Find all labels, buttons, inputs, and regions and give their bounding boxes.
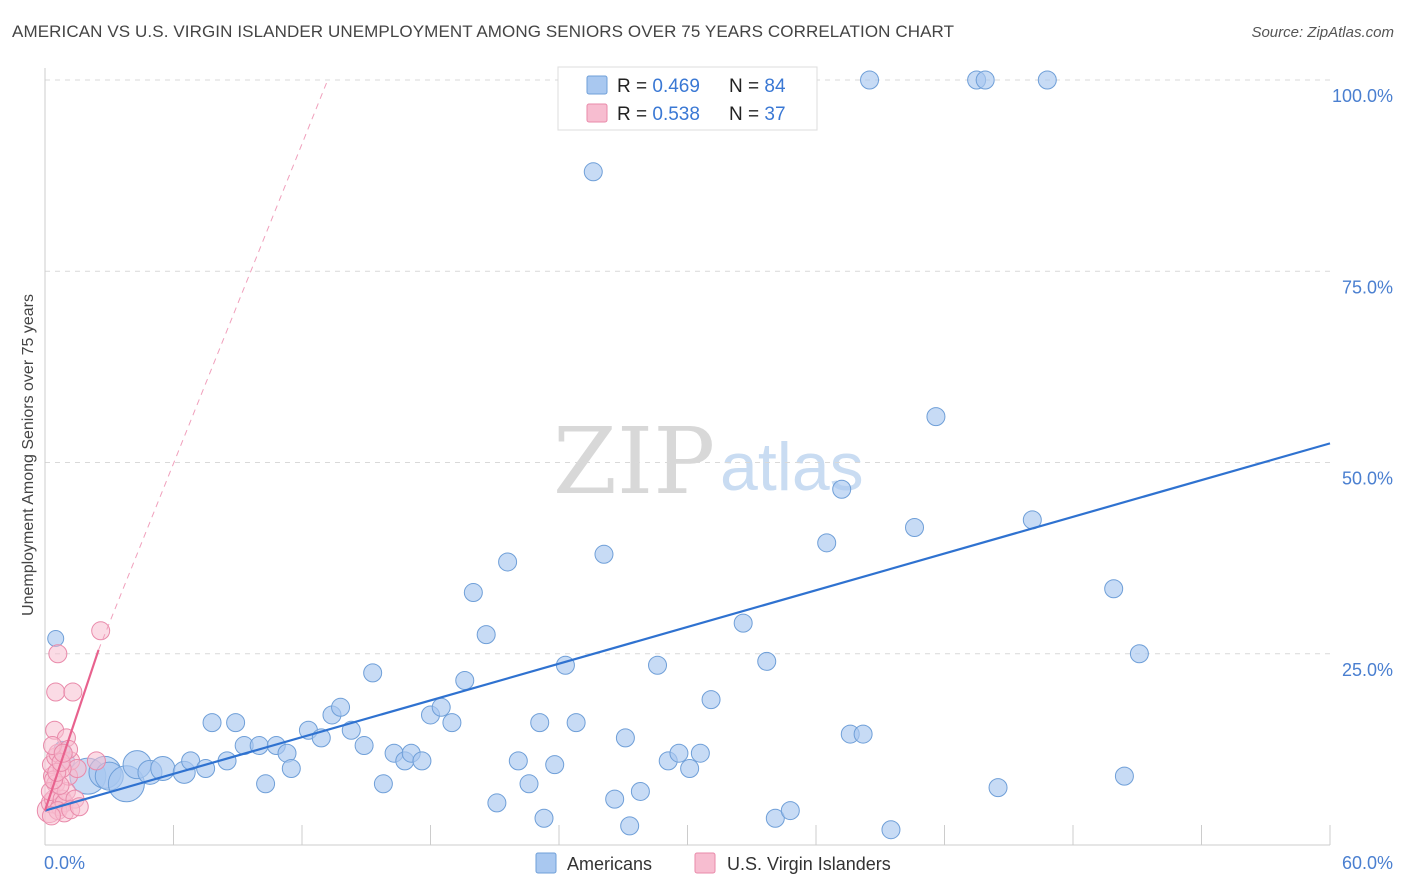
americans-point-41 (498, 552, 518, 572)
virgin-islanders-point-35 (91, 621, 111, 641)
svg-text:R = 0.538: R = 0.538 (617, 104, 700, 125)
americans-point-29 (373, 774, 393, 794)
grid-lines (45, 79, 1330, 655)
americans-point-73 (926, 407, 946, 427)
americans-point-71 (881, 820, 901, 840)
tick-labels: 25.0% 50.0% 75.0% 100.0% 0.0% 60.0% (44, 86, 1393, 873)
americans-point-60 (701, 690, 721, 710)
americans-point-72 (905, 518, 925, 538)
watermark-zip: ZIP (553, 408, 715, 515)
americans-point-76 (988, 778, 1008, 798)
americans-point-37 (455, 671, 475, 691)
americans-point-36 (442, 713, 462, 733)
legend-r-label-2: R = (617, 104, 652, 125)
americans-point-65 (780, 801, 800, 821)
legend-r-value-1: 0.469 (652, 76, 700, 97)
legend-n-value-1: 84 (764, 76, 786, 97)
svg-text:N = 84: N = 84 (729, 76, 786, 97)
legend-n-value-2: 37 (764, 104, 785, 125)
americans-point-40 (487, 793, 507, 813)
americans-point-18 (256, 774, 276, 794)
y-axis-label: Unemployment Among Seniors over 75 years (20, 294, 37, 616)
virgin-islanders-trend-extension (98, 79, 329, 651)
americans-point-35 (431, 697, 451, 717)
americans-point-21 (281, 759, 301, 778)
svg-text:N = 37: N = 37 (729, 104, 786, 125)
legend-n-label-2: N = (729, 104, 764, 125)
bottom-legend: Americans U.S. Virgin Islanders (535, 852, 891, 874)
chart-title: AMERICAN VS U.S. VIRGIN ISLANDER UNEMPLO… (12, 22, 955, 41)
americans-point-64 (765, 808, 785, 828)
americans-point-39 (476, 625, 496, 645)
x-tick-label-1: 60.0% (1342, 853, 1393, 873)
virgin-islanders-trend-line (43, 649, 100, 811)
virgin-islanders-point-33 (41, 806, 61, 826)
y-tick-label-2: 75.0% (1342, 277, 1393, 297)
americans-point-49 (583, 162, 603, 182)
legend-swatch-virgin (586, 103, 608, 123)
y-tick-label-1: 50.0% (1342, 469, 1393, 489)
americans-point-70 (860, 70, 880, 90)
americans-point-69 (853, 724, 873, 744)
americans-point-78 (1037, 70, 1057, 90)
bottom-legend-swatch-americans (535, 852, 557, 874)
legend-swatch-americans (586, 75, 608, 95)
americans-point-63 (757, 651, 777, 671)
americans-point-48 (566, 713, 586, 733)
americans-point-38 (463, 583, 483, 603)
americans-point-79 (1104, 579, 1124, 599)
americans-point-57 (669, 743, 689, 763)
americans-point-50 (594, 544, 614, 564)
americans-point-13 (202, 713, 222, 733)
y-tick-label-0: 25.0% (1342, 660, 1393, 680)
americans-point-15 (226, 713, 246, 733)
source-label: Source: ZipAtlas.com (1251, 24, 1394, 41)
americans-point-42 (508, 751, 528, 771)
americans-point-81 (1129, 644, 1149, 664)
americans-point-27 (354, 736, 374, 756)
americans-point-28 (363, 663, 383, 683)
legend-box: R = 0.469 N = 84 R = 0.538 N = 37 (557, 66, 818, 131)
trend-lines (43, 79, 1331, 812)
bottom-legend-americans: Americans (567, 854, 652, 874)
americans-point-80 (1114, 766, 1134, 786)
americans-point-59 (690, 743, 710, 763)
americans-point-25 (331, 697, 351, 717)
legend-n-label-1: N = (729, 76, 764, 97)
x-tick-label-0: 0.0% (44, 853, 85, 873)
virgin-islanders-point-36 (86, 751, 106, 771)
americans-point-66 (817, 533, 837, 553)
americans-point-45 (534, 808, 554, 828)
americans-point-54 (630, 781, 650, 801)
americans-point-51 (605, 789, 625, 809)
americans-point-26 (341, 720, 361, 740)
legend-r-label-1: R = (617, 76, 652, 97)
americans-point-44 (530, 713, 550, 733)
y-tick-label-3: 100.0% (1332, 86, 1393, 106)
axes (44, 68, 1331, 846)
americans-points (47, 70, 1149, 840)
americans-point-62 (733, 613, 753, 633)
americans-point-55 (648, 655, 668, 675)
americans-point-75 (975, 70, 995, 90)
americans-point-67 (832, 479, 852, 499)
virgin-islanders-point-10 (46, 682, 66, 702)
americans-point-0 (47, 629, 65, 647)
svg-text:R = 0.469: R = 0.469 (617, 76, 700, 97)
bottom-legend-virgin: U.S. Virgin Islanders (727, 854, 891, 874)
americans-point-33 (412, 751, 432, 771)
virgin-islanders-point-11 (48, 644, 68, 664)
bottom-legend-swatch-virgin (694, 852, 716, 874)
americans-point-52 (615, 728, 635, 748)
americans-point-46 (545, 755, 565, 775)
americans-point-58 (680, 759, 700, 778)
virgin-islanders-point-19 (63, 682, 83, 702)
legend-r-value-2: 0.538 (652, 104, 700, 125)
americans-trend-line (44, 442, 1331, 812)
americans-point-43 (519, 774, 539, 794)
americans-point-53 (620, 816, 640, 836)
